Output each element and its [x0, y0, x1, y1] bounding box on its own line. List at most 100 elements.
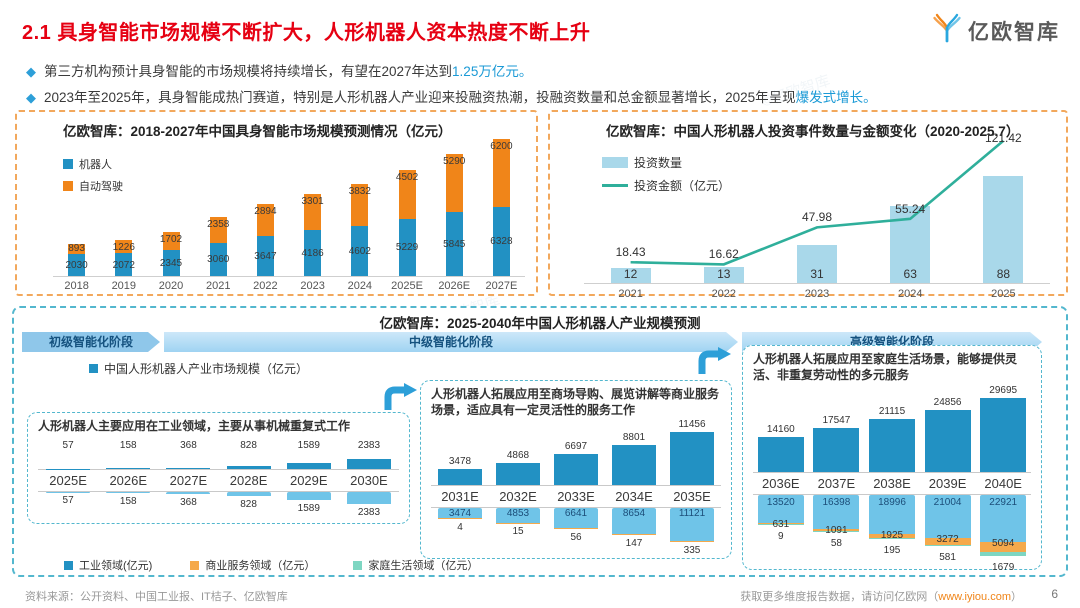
diamond-bullet-icon: ◆	[26, 90, 36, 105]
invest-count-legend-swatch	[602, 157, 628, 168]
x-tick-label: 2022	[253, 280, 278, 292]
forecast-column: 14160	[753, 383, 809, 472]
total-bar	[438, 469, 482, 485]
industrial-bar-segment	[106, 492, 151, 493]
breakdown-column: 57	[38, 492, 98, 524]
year-tick-label: 2030E	[350, 473, 388, 488]
industrial-bar-segment	[924, 495, 971, 539]
chart3-legend-total: 中国人形机器人产业市场规模（亿元）	[89, 360, 308, 377]
household-value-label: 1679	[992, 561, 1015, 573]
year-tick-label: 2029E	[289, 473, 328, 488]
total-value-label: 8801	[622, 431, 646, 443]
chart1-column: 4186 3301	[289, 140, 336, 276]
breakdown-column: 21004 3272 581	[920, 495, 976, 571]
industrial-value-label: 368	[180, 496, 197, 508]
invest-count-label: 12	[623, 267, 638, 281]
page-title: 2.1 具身智能市场规模不断扩大，人形机器人资本热度不断上升	[22, 22, 591, 44]
autodrive-legend-swatch	[63, 181, 73, 191]
industrial-bar-segment	[612, 508, 656, 534]
total-value-label: 17547	[822, 415, 851, 427]
year-tick-label: 2033E	[557, 489, 595, 504]
total-value-label: 158	[119, 440, 137, 451]
total-value-label: 3478	[448, 456, 472, 468]
household-value-label: 9	[778, 531, 784, 542]
forecast-column: 368	[158, 434, 218, 469]
commercial-bar-segment	[554, 527, 598, 529]
sub2-top-chart: 3478 4868 6697 8801 11456	[431, 418, 721, 486]
industrial-bar-segment	[670, 508, 714, 542]
robot-bar-segment	[304, 230, 322, 276]
year-tick-label: 2027E	[169, 473, 208, 488]
invest-count-label: 88	[996, 267, 1011, 281]
industrial-value-label: 11121	[678, 508, 706, 519]
total-legend-label: 中国人形机器人产业市场规模（亿元）	[104, 362, 309, 376]
total-bar	[226, 465, 271, 469]
diamond-bullet-icon: ◆	[26, 64, 36, 79]
invest-amount-label: 47.98	[801, 210, 833, 225]
industrial-value-label: 8654	[622, 508, 646, 519]
chart2-column: 88	[957, 138, 1050, 283]
iyiou-link[interactable]: www.iyiou.com	[938, 591, 1011, 603]
chart1-column: 3647 2894	[242, 140, 289, 276]
commercial-value-label: 3272	[936, 534, 959, 546]
x-tick-label: 2025	[991, 288, 1016, 300]
total-value-label: 57	[62, 440, 74, 451]
year-tick-label: 2040E	[984, 476, 1022, 491]
total-bar	[924, 409, 971, 472]
breakdown-column: 158	[98, 492, 158, 524]
forecast-column: 21115	[864, 383, 920, 472]
autodrive-value-label: 2358	[207, 218, 230, 230]
year-tick-label: 2038E	[873, 476, 911, 491]
x-tick-label: 2026E	[438, 280, 471, 292]
year-tick-label: 2028E	[229, 473, 268, 488]
commercial-bar-segment	[980, 541, 1027, 553]
sub2-note: 人形机器人拓展应用至商场导购、展览讲解等商业服务场景，适应具有一定灵活性的服务工…	[431, 387, 720, 417]
stage-intermediate: 中级智能化阶段	[164, 332, 738, 352]
industrial-value-label: 828	[240, 499, 257, 511]
invest-amount-label: 18.43	[615, 245, 646, 260]
household-bar-segment	[813, 530, 860, 532]
autodrive-bar-segment	[492, 139, 510, 207]
stage-primary: 初级智能化阶段	[22, 332, 160, 352]
total-bar	[813, 428, 860, 472]
x-tick-label: 2020	[158, 280, 184, 292]
industrial-value-label: 3474	[448, 508, 472, 519]
breakdown-column: 18996 1925 195	[864, 495, 920, 571]
chart1-legend: 机器人 自动驾驶	[63, 156, 123, 200]
commercial-value-label: 335	[683, 545, 701, 557]
sub1-top-chart: 57 158 368 828 1589 2383	[38, 434, 399, 470]
industrial-value-label: 6641	[564, 508, 588, 519]
chart1-x-axis: 2018 2019 2020 2021 2022 2023 2024 2025E 2026E 20…	[53, 280, 525, 292]
breakdown-column: 2383	[339, 492, 399, 524]
industrial-value-label: 4853	[506, 508, 530, 519]
chart3-title: 亿欧智库：2025-2040年中国人形机器人产业规模预测	[379, 316, 701, 331]
year-tick-label: 2039E	[928, 476, 967, 491]
commercial-bar-segment	[813, 528, 860, 531]
robot-value-label: 2030	[65, 259, 88, 271]
chart2-x-axis: 2021 2022 2023 2024 2025	[584, 288, 1050, 300]
robot-value-label: 2345	[159, 258, 183, 270]
chart1-column: 2030 893	[53, 140, 100, 276]
breakdown-column: 16398 1091 58	[809, 495, 865, 571]
robot-value-label: 5229	[395, 242, 419, 254]
year-tick-label: 2037E	[817, 476, 856, 491]
robot-value-label: 2072	[112, 259, 135, 271]
autodrive-bar-segment	[351, 183, 369, 226]
footer-note: 获取更多维度报告数据，请访问亿欧网（www.iyiou.com）	[740, 588, 1022, 604]
year-tick-label: 2034E	[615, 489, 653, 504]
chart1-title: 亿欧智库：2018-2027年中国具身智能市场规模预测情况（亿元）	[63, 124, 452, 139]
year-tick-label: 2036E	[762, 476, 800, 491]
year-tick-label: 2035E	[673, 489, 711, 504]
robot-bar-segment	[68, 253, 86, 276]
commercial-value-label: 1925	[880, 529, 904, 541]
curved-arrow-icon	[382, 382, 418, 417]
total-bar	[286, 462, 331, 469]
total-bar	[757, 436, 804, 472]
autodrive-value-label: 893	[68, 242, 85, 254]
sub3-top-chart: 14160 17547 21115 24856 29695	[753, 383, 1031, 473]
breakdown-column: 11121 335	[663, 508, 721, 558]
commercial-bar-segment	[670, 541, 714, 543]
industrial-value-label: 16398	[822, 497, 851, 508]
autodrive-bar-segment	[115, 239, 133, 254]
total-value-label: 368	[180, 440, 197, 451]
